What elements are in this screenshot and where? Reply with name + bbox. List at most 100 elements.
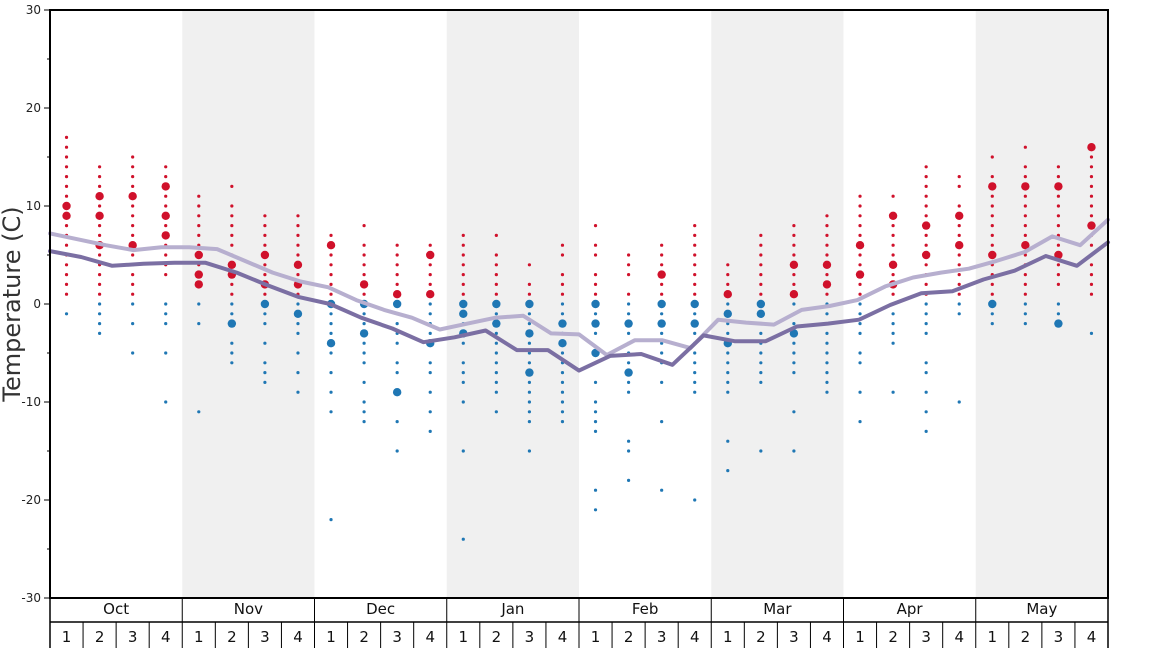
cold-dot (626, 312, 631, 316)
cold-dot (593, 420, 598, 424)
warm-dot (1021, 241, 1030, 250)
cold-dot (461, 341, 465, 345)
cold-dot (792, 351, 796, 355)
week-label: 1 (62, 628, 72, 646)
cold-dot (957, 400, 961, 404)
warm-dot (64, 184, 69, 188)
cold-dot (726, 439, 730, 443)
cold-dot (957, 302, 961, 306)
week-label: 3 (789, 628, 799, 646)
cold-dot (527, 420, 532, 424)
cold-dot (64, 312, 69, 316)
cold-dot (693, 331, 697, 335)
warm-dot (825, 224, 829, 228)
warm-dot (230, 214, 234, 218)
warm-dot (329, 292, 333, 296)
warm-dot (1056, 204, 1061, 208)
warm-dot (792, 253, 796, 257)
cold-dot (527, 312, 532, 316)
week-label: 1 (459, 628, 469, 646)
warm-dot (131, 175, 135, 179)
warm-dot (593, 243, 598, 247)
cold-dot (789, 329, 799, 338)
cold-dot (230, 312, 234, 316)
week-label: 2 (227, 628, 237, 646)
cold-dot (825, 351, 829, 355)
warm-dot (161, 182, 170, 191)
cold-dot (690, 319, 699, 328)
cold-dot (494, 361, 498, 365)
cold-dot (492, 319, 501, 328)
warm-dot (1056, 165, 1061, 169)
cold-dot (690, 299, 699, 309)
warm-dot (461, 253, 465, 257)
warm-dot (891, 233, 895, 237)
week-label: 2 (624, 628, 634, 646)
y-tick-label: -30 (21, 591, 41, 605)
y-axis: 30 20 10 0 -10 -20 -30 (21, 3, 50, 605)
cold-dot (726, 322, 730, 326)
cold-dot (293, 309, 303, 318)
warm-dot (164, 224, 168, 228)
warm-dot (825, 243, 829, 247)
cold-dot (197, 322, 201, 326)
week-label: 3 (1054, 628, 1064, 646)
warm-dot (128, 192, 137, 201)
cold-dot (693, 361, 697, 365)
warm-dot (858, 233, 862, 237)
cold-dot (263, 371, 267, 375)
warm-dot (97, 253, 102, 257)
week-label: 4 (954, 628, 964, 646)
cold-dot (759, 351, 763, 355)
warm-dot (197, 204, 201, 208)
cold-dot (593, 331, 598, 335)
warm-dot (1089, 273, 1094, 277)
warm-dot (395, 263, 399, 267)
cold-dot (693, 351, 697, 355)
warm-dot (329, 253, 333, 257)
cold-dot (527, 322, 532, 326)
warm-dot (197, 233, 201, 237)
cold-dot (560, 380, 565, 384)
warm-dot (131, 165, 135, 169)
warm-dot (131, 273, 135, 277)
lower-average-line (48, 240, 1110, 373)
cold-dot (230, 302, 234, 306)
warm-dot (825, 292, 829, 296)
warm-dot (426, 290, 435, 299)
cold-dot (759, 449, 763, 453)
warm-dot (593, 273, 598, 277)
cold-dot (428, 410, 432, 414)
warm-dot (296, 253, 300, 257)
warm-dot (461, 292, 465, 296)
cold-dot (593, 488, 598, 492)
warm-dot (990, 243, 994, 247)
x-axis: Oct 1 2 3 4 Nov 1 2 3 4 Dec 1 2 3 4 Jan 1 2 3 4 Feb 1 2 3 4 Mar 1 2… (49, 598, 1109, 648)
cold-dot (359, 329, 369, 338)
y-tick-label: -10 (21, 395, 41, 409)
warm-dot (527, 282, 532, 286)
warm-dot (593, 224, 598, 228)
warm-dot (990, 175, 994, 179)
y-tick-label: 30 (26, 3, 41, 17)
warm-dot (392, 290, 402, 299)
cold-dot (988, 299, 997, 309)
cold-dot (756, 299, 766, 309)
cold-dot (395, 341, 399, 345)
cold-dot (626, 380, 631, 384)
cold-dot (858, 361, 862, 365)
warm-dot (957, 204, 961, 208)
warm-dot (362, 263, 366, 267)
week-label: 2 (1021, 628, 1031, 646)
warm-dot (792, 273, 796, 277)
warm-dot (64, 273, 69, 277)
cold-dot (428, 429, 432, 433)
week-label: 1 (326, 628, 336, 646)
cold-dot (1023, 312, 1027, 316)
cold-dot (726, 302, 730, 306)
cold-dot (660, 488, 664, 492)
warm-dot (461, 243, 465, 247)
warm-dot (660, 292, 664, 296)
warm-dot (593, 253, 598, 257)
cold-dot (792, 341, 796, 345)
